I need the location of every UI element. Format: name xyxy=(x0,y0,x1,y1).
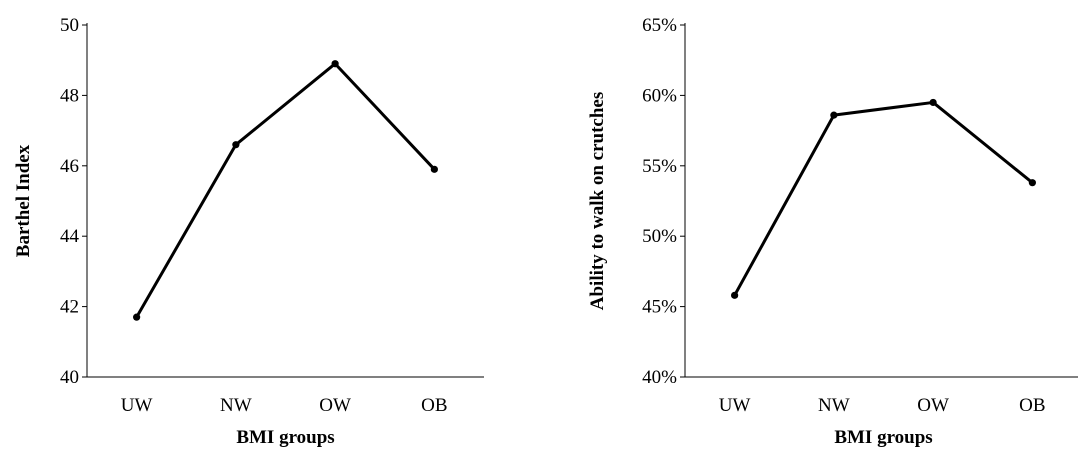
y-axis-title: Barthel Index xyxy=(13,144,34,257)
crutches-ability-chart: 40% 45% 50% 55% 60% 65% UW NW OW OB BMI groups Abil… xyxy=(587,15,1078,448)
x-tick-label: OB xyxy=(421,395,447,416)
data-point xyxy=(430,165,438,173)
y-tick-label: 40 xyxy=(60,367,79,388)
x-tick-label: NW xyxy=(818,395,850,416)
y-tick-label: 42 xyxy=(60,297,79,318)
y-tick-label: 48 xyxy=(60,85,79,106)
y-tick-label: 40% xyxy=(642,367,677,388)
y-tick-label: 50% xyxy=(642,226,677,247)
x-tick-label: OW xyxy=(319,395,351,416)
x-tick-label: OW xyxy=(917,395,949,416)
x-axis-title: BMI groups xyxy=(834,427,932,448)
x-axis-title: BMI groups xyxy=(236,427,334,448)
x-tick-label: UW xyxy=(719,395,751,416)
x-tick-label: NW xyxy=(220,395,252,416)
data-point xyxy=(133,313,141,321)
data-point xyxy=(331,60,339,68)
x-tick-label: UW xyxy=(121,395,153,416)
y-axis-title: Ability to walk on crutches xyxy=(587,92,608,311)
y-tick-label: 45% xyxy=(642,297,677,318)
series-line xyxy=(135,62,436,318)
y-tick-label: 55% xyxy=(642,156,677,177)
y-tick-label: 44 xyxy=(60,226,80,247)
y-tick-label: 46 xyxy=(60,156,79,177)
y-tick-label: 65% xyxy=(642,15,677,36)
data-point xyxy=(1028,179,1036,187)
x-tick-label: OB xyxy=(1019,395,1045,416)
barthel-index-chart: 40 42 44 46 48 50 UW NW OW OB BMI groups Barthel In… xyxy=(13,15,484,448)
y-tick-label: 50 xyxy=(60,15,79,36)
data-point xyxy=(929,98,937,107)
data-point xyxy=(232,141,240,149)
series-line xyxy=(733,100,1034,297)
data-point xyxy=(731,291,739,299)
y-tick-label: 60% xyxy=(642,85,677,106)
data-point xyxy=(830,111,838,119)
